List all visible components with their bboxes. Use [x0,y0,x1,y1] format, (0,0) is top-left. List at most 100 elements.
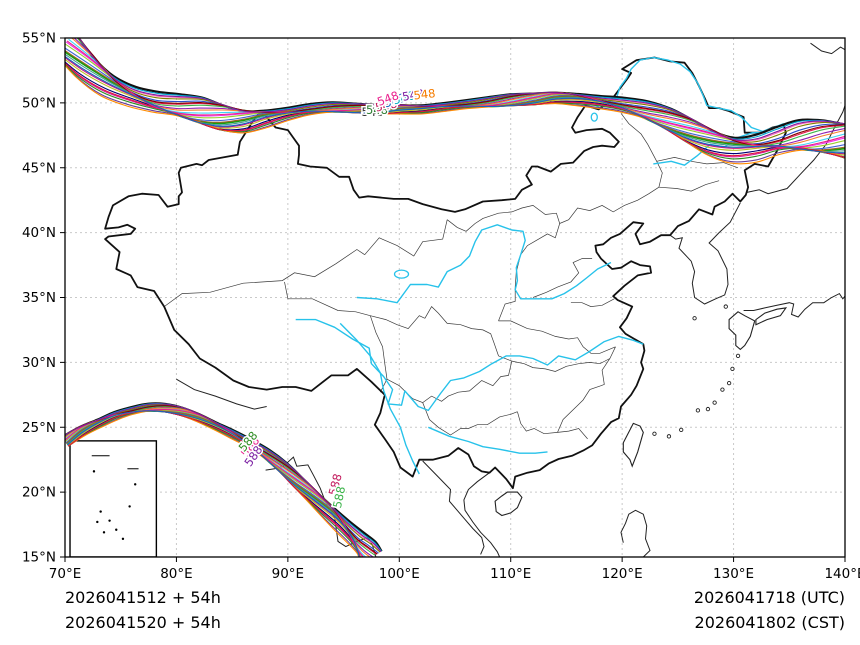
inset-island [99,510,102,513]
x-tick-label: 70°E [49,566,81,582]
island-outline [755,307,788,326]
ensemble-member-588 [65,402,383,552]
province-boundary [498,320,616,354]
ensemble-member-588 [65,403,382,552]
province-boundary [620,113,663,188]
small-island [695,408,701,413]
coastline [810,42,845,55]
south-china-sea-inset [69,440,158,557]
coastline [265,456,377,557]
river [594,56,784,133]
x-tick-label: 100°E [379,566,420,582]
ensemble-member-548 [78,38,845,141]
y-tick-label: 30°N [22,355,56,371]
y-tick-label: 40°N [22,225,56,241]
province-boundary [422,402,518,436]
x-tick-label: 90°E [272,566,304,582]
y-tick-label: 50°N [22,95,56,111]
province-boundary [658,180,720,192]
lake [393,269,410,279]
contour-label-548: 548 [401,86,425,104]
small-island [726,380,732,386]
small-island [666,434,672,439]
contour-label-548: 548 [413,86,436,102]
province-boundary [557,346,616,433]
coastline [746,103,845,195]
small-island [735,353,741,359]
inset-island [108,519,111,522]
x-tick-label: 110°E [490,566,531,582]
ensemble-member-588 [67,410,360,557]
small-island [730,366,735,372]
y-tick-label: 20°N [22,485,56,501]
ensemble-member-588 [67,410,360,557]
ensemble-member-588 [65,403,381,553]
province-boundary [532,258,593,298]
province-boundary [656,157,739,169]
contour-label-588: 588 [330,485,348,509]
province-boundary [369,315,388,393]
x-tick-label: 140°E [824,566,860,582]
init-time-utc: 2026041512 + 54h [65,588,221,607]
island-outline [494,491,523,517]
ensemble-member-548 [65,55,845,154]
coastline [743,292,845,318]
river [356,224,612,304]
province-boundary [446,186,660,232]
island-outline [728,311,756,351]
x-tick-label: 130°E [713,566,754,582]
ensemble-member-548 [77,38,845,146]
coastline [176,378,267,410]
y-tick-label: 45°N [22,160,56,176]
contour-label-548: 548 [366,103,388,117]
inset-island [96,520,99,524]
inset-island [102,531,106,534]
ensemble-member-588 [65,403,382,552]
province-boundary [570,298,615,307]
ensemble-member-588 [67,410,361,557]
river [295,318,644,412]
inset-island [134,483,137,486]
contour-label-548: 548 [382,90,407,110]
init-time-cst: 2026041520 + 54h [65,613,221,632]
coastline [463,472,501,557]
small-island [679,427,684,432]
small-island [692,316,697,321]
island-outline [622,422,644,468]
y-tick-label: 55°N [22,31,56,47]
inset-island [92,470,96,473]
valid-time-utc: 2026041718 (UTC) [693,588,845,607]
coastline [620,509,651,557]
inset-island [128,505,131,508]
china-boundary [104,56,787,490]
province-boundary [386,306,513,403]
y-tick-label: 35°N [22,290,56,306]
contour-label-548: 548 [374,96,398,114]
province-boundary [511,358,611,372]
x-tick-label: 120°E [602,566,643,582]
river [428,426,548,454]
small-island [720,387,725,392]
inset-island [115,528,118,531]
province-boundary [517,411,588,440]
ensemble-member-588 [67,410,361,557]
valid-time-cst: 2026041802 (CST) [694,613,845,632]
small-island [723,304,728,309]
inset-island [121,537,125,541]
coastline [422,460,485,555]
small-island [705,406,711,412]
y-tick-label: 15°N [22,550,56,566]
river [339,322,420,475]
y-tick-label: 25°N [22,420,56,436]
coastline [669,202,741,305]
valid-time-block: 2026041718 (UTC) 2026041802 (CST) [694,585,845,635]
ensemble-member-588 [67,410,361,557]
lake [590,112,598,122]
init-time-block: 2026041512 + 54h 2026041520 + 54h [65,585,221,635]
province-boundary [364,219,448,257]
small-island [652,431,657,436]
contour-label-548: 548 [362,105,384,119]
